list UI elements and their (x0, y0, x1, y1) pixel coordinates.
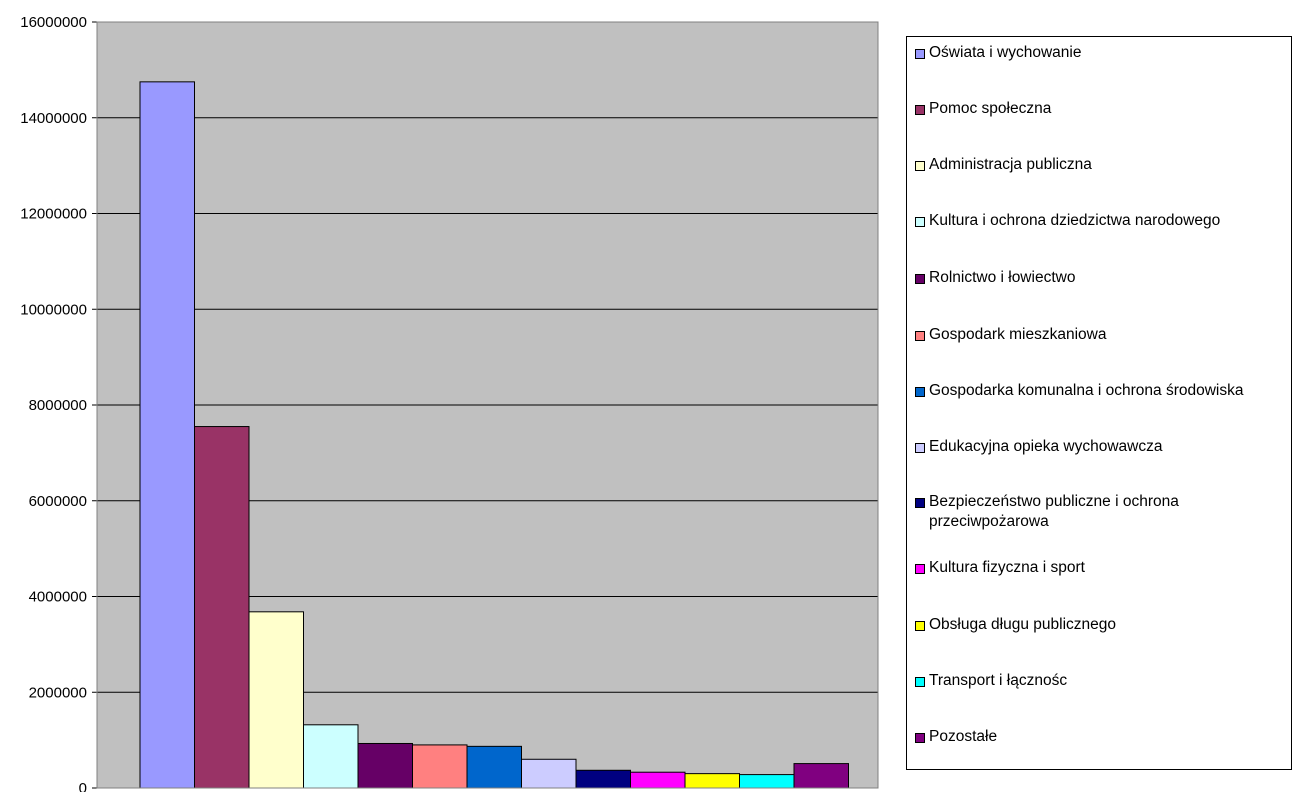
bar (412, 744, 468, 789)
legend-item: Kultura i ochrona dziedzictwa narodowego (915, 211, 1287, 231)
bar (575, 769, 631, 789)
y-tick-label: 10000000 (20, 301, 87, 318)
y-axis-tick-labels: 0 2000000 4000000 6000000 8000000 10000000 120… (20, 14, 87, 792)
bar (684, 773, 740, 789)
axes (96, 21, 879, 789)
plot-border (96, 21, 879, 789)
legend-item: Obsługa długu publicznego (915, 615, 1287, 635)
legend-swatch (915, 733, 925, 743)
bar (521, 758, 577, 789)
legend-item: Kultura fizyczna i sport (915, 558, 1287, 578)
legend-label: Transport i łącznośc (929, 672, 1068, 689)
legend-item: Administracja publiczna (915, 155, 1287, 175)
legend-swatch (915, 621, 925, 631)
legend-swatch (915, 443, 925, 453)
legend-swatch (915, 49, 925, 59)
legend-label: Kultura fizyczna i sport (929, 559, 1085, 576)
bar (357, 742, 413, 789)
bars (139, 81, 849, 789)
bar (739, 774, 795, 789)
legend-swatch (915, 564, 925, 574)
y-tick-label: 8000000 (29, 397, 87, 414)
y-tick-label: 4000000 (29, 589, 87, 606)
legend-label: Edukacyjna opieka wychowawcza (929, 438, 1163, 455)
legend: Oświata i wychowanie Pomoc społeczna Admin… (906, 36, 1292, 770)
bar (630, 771, 686, 789)
legend-item: Pomoc społeczna (915, 99, 1287, 119)
legend-item: Rolnictwo i łowiectwo (915, 268, 1287, 288)
legend-swatch (915, 331, 925, 341)
bar (194, 426, 250, 789)
legend-label: Rolnictwo i łowiectwo (929, 269, 1076, 286)
legend-label: Pozostałe (929, 728, 998, 745)
legend-item: Oświata i wychowanie (915, 43, 1287, 63)
legend-label: Oświata i wychowanie (929, 44, 1082, 61)
bar (466, 745, 522, 789)
bar (303, 724, 359, 789)
legend-item: Bezpieczeństwo publiczne i ochrona przec… (915, 492, 1287, 532)
y-tick-label: 16000000 (20, 14, 87, 31)
legend-label: Bezpieczeństwo publiczne i ochrona przec… (929, 493, 1179, 530)
legend-label: Pomoc społeczna (929, 100, 1052, 117)
legend-swatch (915, 677, 925, 687)
legend-label: Gospodarka komunalna i ochrona środowisk… (929, 382, 1244, 399)
legend-item: Edukacyjna opieka wychowawcza (915, 437, 1287, 457)
y-tick-label: 2000000 (29, 684, 87, 701)
y-tick-label: 14000000 (20, 110, 87, 127)
legend-label: Gospodark mieszkaniowa (929, 326, 1107, 343)
legend-swatch (915, 105, 925, 115)
legend-item: Transport i łącznośc (915, 671, 1287, 691)
y-tick-label: 0 (79, 780, 87, 792)
legend-label: Administracja publiczna (929, 156, 1092, 173)
legend-item: Gospodark mieszkaniowa (915, 325, 1287, 345)
legend-item: Pozostałe (915, 727, 1287, 747)
bar (139, 81, 195, 789)
bar (793, 763, 849, 789)
y-tick-label: 6000000 (29, 493, 87, 510)
legend-swatch (915, 498, 925, 508)
legend-item: Gospodarka komunalna i ochrona środowisk… (915, 381, 1287, 401)
legend-swatch (915, 387, 925, 397)
legend-label: Kultura i ochrona dziedzictwa narodowego (929, 212, 1221, 229)
legend-label: Obsługa długu publicznego (929, 616, 1116, 633)
legend-swatch (915, 274, 925, 284)
legend-swatch (915, 161, 925, 171)
y-tick-label: 12000000 (20, 206, 87, 223)
legend-swatch (915, 217, 925, 227)
bar (248, 611, 304, 789)
bar-chart: 0 2000000 4000000 6000000 8000000 10000000 120… (20, 14, 879, 792)
